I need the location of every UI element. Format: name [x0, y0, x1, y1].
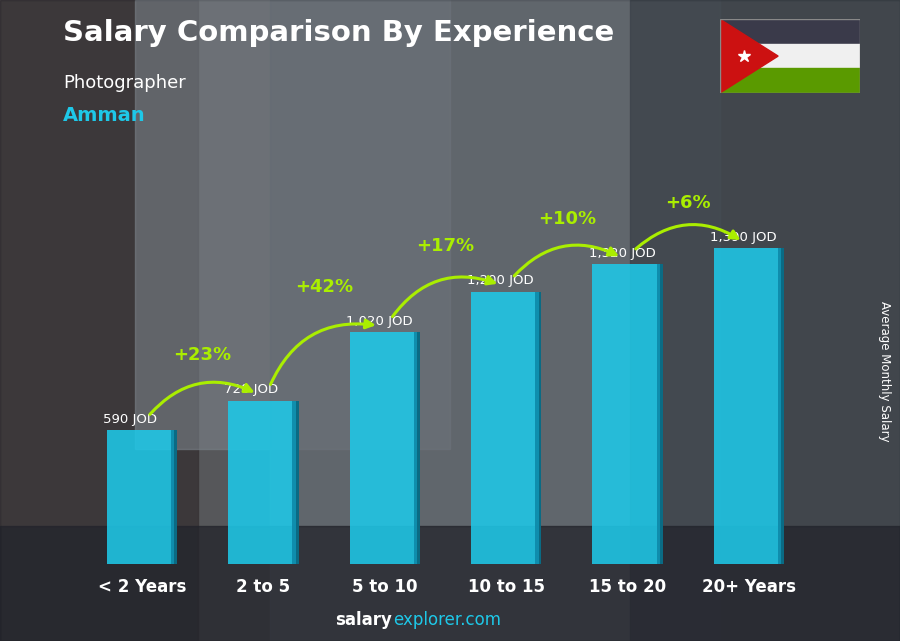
Bar	[536, 292, 542, 564]
Bar	[720, 69, 859, 93]
Text: Salary Comparison By Experience: Salary Comparison By Experience	[63, 19, 614, 47]
Bar	[135, 0, 450, 449]
Text: 720 JOD: 720 JOD	[224, 383, 279, 396]
Text: explorer.com: explorer.com	[393, 612, 501, 629]
Bar	[720, 19, 859, 44]
Bar	[630, 0, 900, 641]
Text: 1,200 JOD: 1,200 JOD	[467, 274, 534, 287]
Bar	[414, 333, 420, 564]
Bar	[778, 249, 784, 564]
Text: Photographer: Photographer	[63, 74, 185, 92]
Text: 1,320 JOD: 1,320 JOD	[589, 247, 655, 260]
Bar	[349, 333, 420, 564]
Text: +10%: +10%	[538, 210, 596, 228]
Bar	[720, 44, 859, 69]
Bar	[538, 292, 542, 564]
Bar	[175, 430, 177, 564]
Bar	[0, 0, 198, 641]
Text: salary: salary	[335, 612, 392, 629]
Bar	[292, 401, 299, 564]
Text: +23%: +23%	[174, 346, 231, 364]
Bar	[471, 292, 542, 564]
Polygon shape	[720, 19, 778, 93]
Text: +42%: +42%	[295, 278, 353, 296]
Text: Average Monthly Salary: Average Monthly Salary	[878, 301, 890, 442]
Text: 590 JOD: 590 JOD	[104, 413, 158, 426]
Text: 1,020 JOD: 1,020 JOD	[346, 315, 412, 328]
Bar	[592, 264, 663, 564]
Bar	[0, 526, 900, 641]
Bar	[660, 264, 663, 564]
Text: Amman: Amman	[63, 106, 146, 125]
Bar	[781, 249, 784, 564]
Bar	[418, 333, 420, 564]
Text: +6%: +6%	[665, 194, 711, 212]
Bar	[270, 0, 720, 641]
Bar	[714, 249, 784, 564]
Bar	[656, 264, 663, 564]
Text: 1,390 JOD: 1,390 JOD	[710, 231, 777, 244]
Text: +17%: +17%	[417, 237, 474, 255]
Bar	[107, 430, 177, 564]
Bar	[296, 401, 299, 564]
Bar	[228, 401, 299, 564]
Bar	[171, 430, 177, 564]
